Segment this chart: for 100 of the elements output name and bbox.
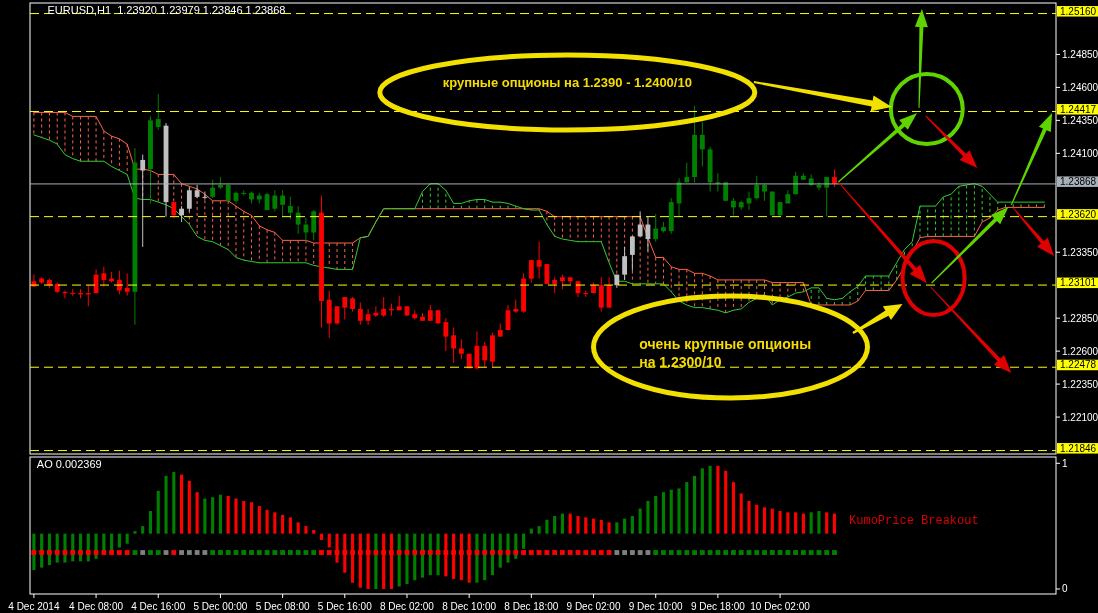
- y-tick-label: 1.22600: [1062, 345, 1098, 357]
- bar: [801, 513, 805, 534]
- candlestick: [754, 175, 760, 200]
- bar: [187, 480, 191, 534]
- candlestick: [536, 241, 542, 280]
- bar: [553, 516, 557, 534]
- candlestick: [101, 266, 107, 288]
- ref-line-label: 1.25160: [1060, 5, 1097, 17]
- candlestick: [451, 326, 457, 364]
- candlestick: [194, 184, 200, 199]
- y-tick-label: 1.22350: [1062, 378, 1098, 390]
- bar: [607, 522, 611, 534]
- bar: [537, 526, 541, 534]
- candlestick: [699, 121, 705, 168]
- bar: [281, 514, 285, 534]
- y-tick-label: 1.24350: [1062, 114, 1098, 126]
- y-tick-label: 1.22100: [1062, 411, 1098, 423]
- candlestick: [365, 308, 371, 326]
- bar: [794, 512, 798, 534]
- ref-line-label: 1.23101: [1060, 277, 1097, 289]
- bar: [164, 475, 168, 534]
- bar: [265, 509, 269, 534]
- ref-line-label: 1.22478: [1060, 359, 1097, 371]
- bar: [747, 500, 751, 534]
- bar: [156, 490, 160, 534]
- bar: [211, 497, 215, 534]
- x-tick-label: 9 Dec 02:00: [566, 600, 621, 612]
- bar: [615, 522, 619, 534]
- x-tick-label: 5 Dec 08:00: [255, 600, 311, 612]
- bar: [141, 526, 145, 534]
- bar: [832, 513, 837, 534]
- bar: [623, 518, 627, 534]
- candlestick: [295, 205, 301, 235]
- y-tick-label: 1.24600: [1062, 81, 1098, 93]
- candlestick: [342, 296, 348, 320]
- candlestick: [287, 196, 293, 220]
- bar: [630, 516, 634, 534]
- bar: [249, 502, 254, 534]
- bar: [708, 465, 712, 534]
- bar: [273, 512, 277, 534]
- candlestick: [210, 179, 216, 199]
- bar: [646, 500, 650, 534]
- bar: [218, 494, 222, 534]
- bar: [545, 519, 549, 534]
- bar: [638, 508, 642, 534]
- bar: [288, 517, 292, 534]
- x-tick-label: 4 Dec 08:00: [69, 600, 124, 612]
- x-tick-label: 8 Dec 10:00: [442, 600, 497, 612]
- bar: [755, 504, 759, 534]
- candlestick: [326, 289, 332, 339]
- bar: [304, 526, 308, 534]
- y-tick-label: 0: [1062, 583, 1068, 595]
- bar: [335, 533, 339, 563]
- x-tick-label: 4 Dec 16:00: [131, 600, 186, 612]
- bar: [661, 492, 666, 534]
- annotation: KumoPrice Breakout: [849, 514, 979, 528]
- bar: [234, 498, 238, 534]
- bar: [786, 512, 790, 534]
- x-tick-label: 5 Dec 00:00: [193, 600, 248, 612]
- candlestick: [373, 305, 379, 318]
- candlestick: [443, 317, 449, 352]
- bar: [739, 493, 743, 534]
- bar: [576, 516, 580, 534]
- ref-line-label: 1.23620: [1060, 208, 1097, 220]
- x-tick-label: 9 Dec 18:00: [690, 600, 746, 612]
- y-tick-label: 1.24850: [1062, 48, 1098, 60]
- bar: [778, 511, 782, 534]
- bar: [724, 470, 728, 534]
- bar: [242, 500, 246, 534]
- x-tick-label: 9 Dec 10:00: [628, 600, 684, 612]
- bar: [685, 482, 689, 534]
- candlestick: [280, 189, 286, 218]
- candlestick: [544, 263, 550, 285]
- bar: [568, 513, 572, 534]
- x-tick-label: 4 Dec 2014: [8, 600, 60, 612]
- candlestick: [155, 93, 161, 131]
- candlestick: [598, 276, 604, 313]
- y-tick-label: 1.23350: [1062, 246, 1098, 258]
- bar: [817, 511, 821, 534]
- ref-line-label: 1.24417: [1060, 103, 1097, 115]
- candlestick: [272, 189, 278, 212]
- x-tick-label: 8 Dec 18:00: [504, 600, 559, 612]
- bar: [770, 508, 774, 534]
- bar: [669, 489, 673, 534]
- bar: [319, 533, 324, 540]
- bar: [133, 531, 137, 534]
- x-tick-label: 5 Dec 16:00: [317, 600, 373, 612]
- candlestick: [124, 272, 130, 297]
- bar: [312, 529, 316, 534]
- bar: [762, 507, 767, 534]
- bar: [125, 533, 129, 544]
- bar: [731, 482, 735, 534]
- ref-line-label: 1.21846: [1060, 442, 1097, 454]
- bar: [700, 468, 704, 534]
- annotation: очень крупные опционы на 1.2300/10: [639, 336, 812, 370]
- bar: [716, 465, 720, 534]
- y-tick-label: 1: [1062, 457, 1068, 469]
- candlestick: [381, 296, 387, 318]
- x-tick-label: 8 Dec 02:00: [380, 600, 435, 612]
- candlestick: [319, 195, 324, 328]
